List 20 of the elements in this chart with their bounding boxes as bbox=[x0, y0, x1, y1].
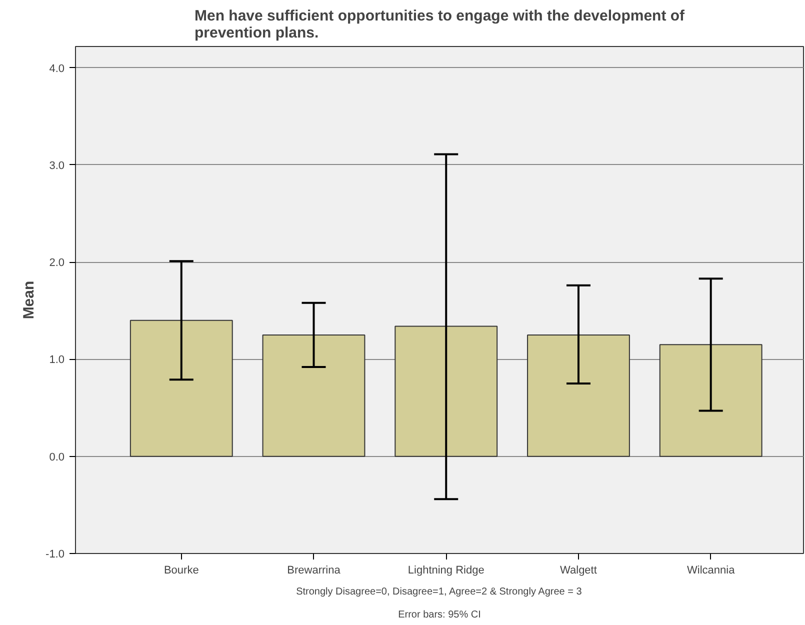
y-tick-label: 0.0 bbox=[49, 451, 65, 464]
y-tick-label: 2.0 bbox=[49, 257, 65, 270]
x-tick-label: Wilcannia bbox=[687, 564, 736, 576]
y-tick-label: 1.0 bbox=[49, 354, 65, 366]
x-tick-label: Lightning Ridge bbox=[408, 564, 484, 576]
x-tick-label: Brewarrina bbox=[287, 564, 342, 576]
y-tick-label: 4.0 bbox=[49, 62, 65, 75]
chart-title: Men have sufficient opportunities to engage with the development of prevention plans. bbox=[194, 8, 686, 42]
bar bbox=[659, 344, 762, 457]
y-axis-title: Mean bbox=[20, 280, 38, 320]
y-tick-label: -1.0 bbox=[46, 548, 65, 560]
text: Strongly Disagree=0, Disagree=1, Agree=2 & Strongly Agree = 3 bbox=[296, 586, 582, 598]
x-tick-label: Walgett bbox=[560, 564, 597, 576]
bar bbox=[130, 320, 233, 457]
bar bbox=[527, 334, 630, 457]
text: Error bars: 95% CI bbox=[398, 610, 481, 620]
bar bbox=[262, 334, 366, 457]
y-tick-label: 3.0 bbox=[49, 160, 65, 172]
x-tick-label: Bourke bbox=[164, 564, 199, 576]
bar bbox=[394, 326, 498, 457]
